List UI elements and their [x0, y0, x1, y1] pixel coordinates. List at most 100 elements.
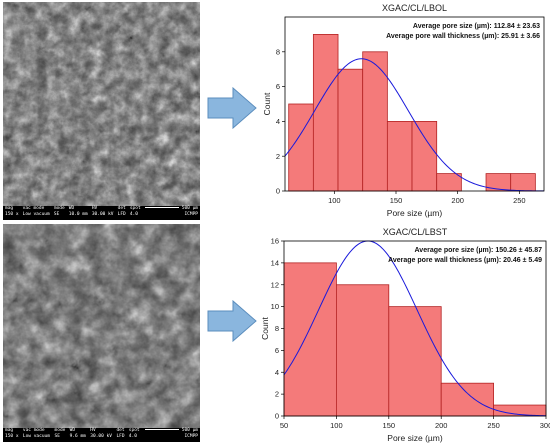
- x-tick-label: 100: [328, 196, 341, 205]
- stats-annotation: Average pore wall thickness (µm): 20.46 …: [388, 257, 542, 264]
- sem-institution: ICMPP: [184, 434, 198, 439]
- stats-label: Average pore wall thickness (µm):: [386, 33, 501, 40]
- sem-legend-header: HV: [90, 428, 96, 433]
- y-tick-label: 8: [275, 324, 279, 333]
- stats-label: Average pore size (µm):: [415, 247, 496, 254]
- x-tick-label: 200: [451, 196, 464, 205]
- y-axis-label: Count: [262, 92, 272, 115]
- y-tick-label: 8: [276, 47, 280, 56]
- right-arrow-icon-bottom: [207, 300, 257, 342]
- histogram-bar: [288, 103, 314, 192]
- normal-fit-curve: [284, 58, 545, 192]
- sem-legend-value: Low vacuum: [22, 212, 50, 217]
- sem-legend-header: mag: [5, 428, 14, 433]
- x-tick-label: 300: [540, 421, 550, 430]
- histogram-bar: [337, 68, 364, 192]
- x-axis-label: Pore size (µm): [387, 433, 443, 443]
- x-tick-label: 250: [513, 196, 526, 205]
- sem-legend-value: 4.0: [128, 434, 137, 439]
- sem-institution: ICMPP: [184, 212, 198, 217]
- y-tick-label: 12: [271, 280, 279, 289]
- stats-annotation: Average pore wall thickness (µm): 25.91 …: [386, 33, 540, 40]
- sem-legend-value: Low vacuum: [22, 434, 50, 439]
- y-tick-label: 14: [271, 258, 279, 267]
- x-tick-label: 150: [390, 196, 403, 205]
- sem-legend-header: spot: [129, 206, 141, 211]
- sem-legend-value: 150 x: [5, 212, 19, 217]
- y-tick-label: 0: [275, 412, 279, 421]
- histogram-bar: [440, 382, 494, 417]
- sem-legend-header: mode: [53, 206, 65, 211]
- histogram-bar: [436, 173, 462, 192]
- histogram-bar: [386, 121, 413, 192]
- stats-label: Average pore wall thickness (µm):: [388, 257, 503, 264]
- stats-annotation: Average pore size (µm): 150.26 ± 45.87: [415, 247, 543, 254]
- sem-scalebar: 500 µm: [142, 428, 200, 434]
- y-tick-label: 6: [276, 82, 280, 91]
- sem-legend-header: HV: [91, 206, 98, 211]
- plot-frame: [284, 16, 545, 192]
- sem-legend-value: LFD: [117, 212, 126, 217]
- chart-title: XGAC/CL/LBST: [383, 227, 448, 237]
- sem-micrograph-bottom: [3, 224, 200, 428]
- x-tick-label: 200: [435, 421, 448, 430]
- sem-scalebar: 500 µm: [143, 206, 200, 212]
- sem-legend-header: det: [117, 206, 126, 211]
- sem-legend-value: LFD: [116, 434, 125, 439]
- sem-legend-header: mode: [54, 428, 66, 433]
- sem-legend-value: 30.00 kV: [90, 434, 112, 439]
- sem-legend-header: mag: [5, 206, 14, 211]
- y-tick-label: 0: [276, 187, 280, 196]
- stats-label: Average pore size (µm):: [413, 23, 494, 30]
- normal-fit-curve: [283, 240, 547, 417]
- histogram-bar: [312, 34, 339, 192]
- x-tick-label: 50: [280, 421, 288, 430]
- stats-value: 25.91 ± 3.66: [501, 33, 540, 40]
- histogram-bar: [510, 173, 536, 192]
- sem-micrograph-top: [3, 2, 200, 206]
- sem-legend-value: 30.00 kV: [91, 212, 114, 217]
- histogram-bar: [283, 262, 337, 417]
- y-tick-label: 4: [276, 117, 280, 126]
- x-tick-label: 250: [487, 421, 500, 430]
- sem-legend-value: 4.0: [129, 212, 138, 217]
- chart-title: XGAC/CL/LBOL: [382, 3, 447, 13]
- histogram-bar: [411, 121, 438, 192]
- y-tick-label: 2: [276, 152, 280, 161]
- y-tick-label: 6: [275, 346, 279, 355]
- sem-legend-header: WD: [69, 428, 76, 433]
- histogram-bar: [485, 173, 512, 192]
- sem-legend-value: 150 x: [5, 434, 19, 439]
- stats-value: 20.46 ± 5.49: [503, 257, 542, 264]
- histogram-bottom: XGAC/CL/LBST 50 100 150 200 250 300 0 2 4 6 8 10 12 14…: [262, 227, 550, 443]
- x-tick-label: 150: [383, 421, 396, 430]
- sem-legend-value: 9.6 mm: [69, 434, 86, 439]
- sem-legend-value: 10.0 mm: [68, 212, 88, 217]
- x-axis-label: Pore size (µm): [387, 208, 443, 218]
- sem-legend-header: vac mode: [22, 206, 45, 211]
- sem-legend-header: det: [116, 428, 125, 433]
- histogram-bar: [388, 306, 442, 417]
- y-tick-label: 4: [275, 368, 279, 377]
- y-tick-label: 16: [271, 237, 279, 246]
- histogram-bar: [336, 284, 390, 417]
- sem-legend-value: SE: [53, 212, 60, 217]
- x-tick-label: 100: [330, 421, 343, 430]
- stats-value: 150.26 ± 45.87: [495, 247, 542, 254]
- stats-annotation: Average pore size (µm): 112.84 ± 23.63: [413, 23, 540, 30]
- sem-scalebar-label: 500 µm: [179, 428, 198, 433]
- y-tick-label: 2: [275, 390, 279, 399]
- histogram-top: XGAC/CL/LBOL 100 150 200 250 0 2 4 6 8 Pore size (…: [262, 3, 545, 218]
- sem-legend-header: WD: [68, 206, 75, 211]
- sem-legend-header: spot: [128, 428, 140, 433]
- right-arrow-icon-top: [207, 87, 257, 129]
- stats-value: 112.84 ± 23.63: [494, 23, 540, 30]
- y-axis-label: Count: [262, 317, 270, 340]
- sem-legend-header: vac mode: [22, 428, 45, 433]
- sem-scalebar-label: 500 µm: [179, 206, 198, 211]
- y-tick-label: 10: [271, 302, 279, 311]
